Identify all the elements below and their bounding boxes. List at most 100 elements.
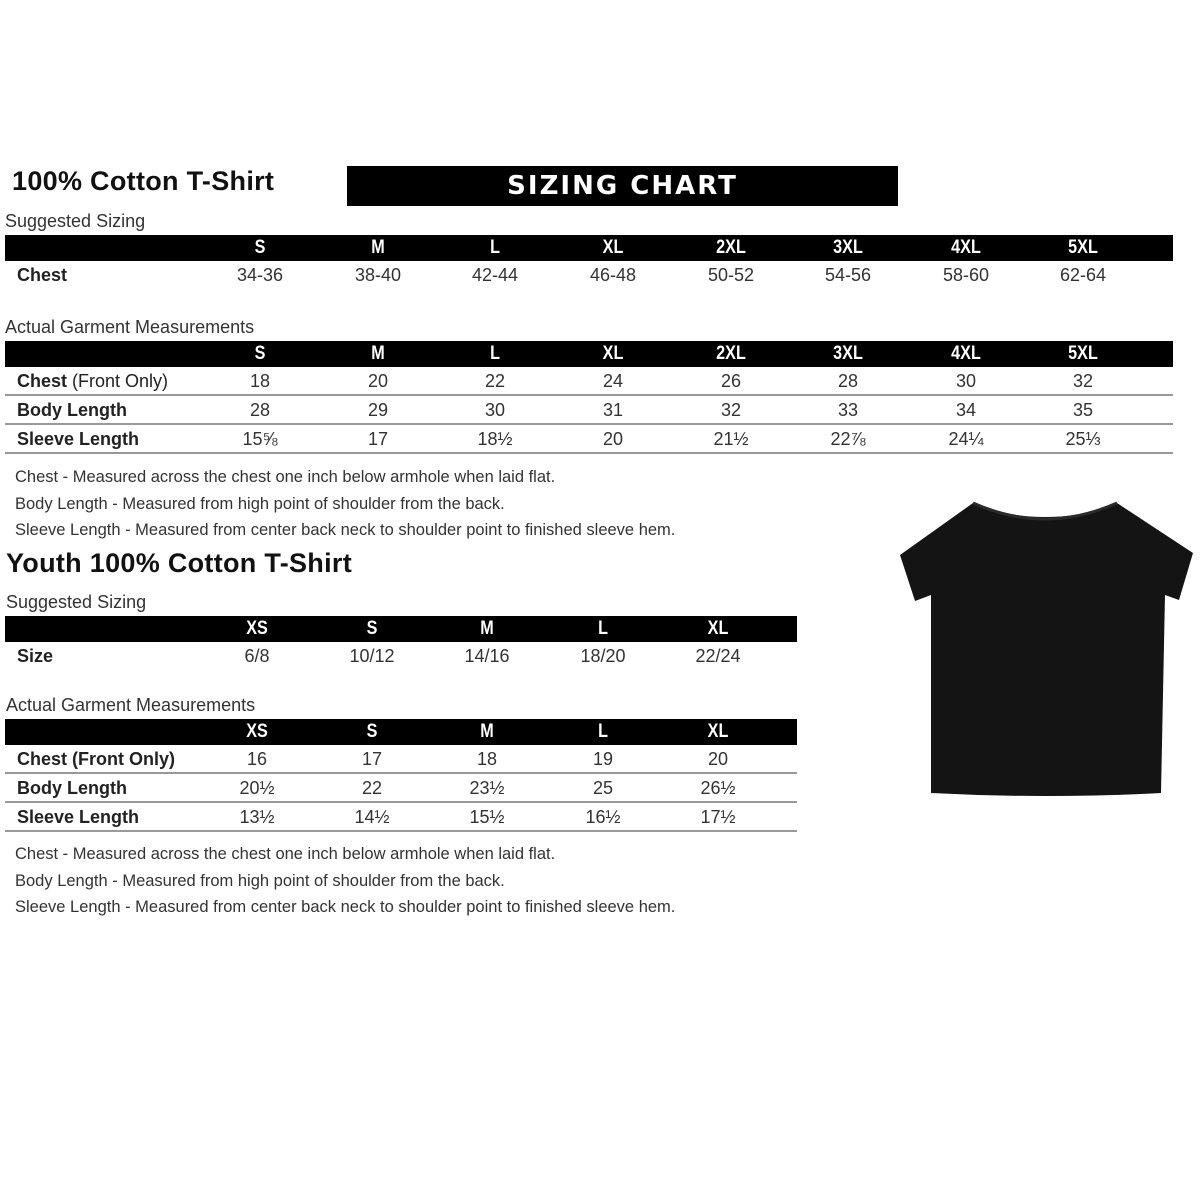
cell-value: 50-52: [707, 265, 755, 285]
size-header-5xl: 5XL: [1068, 237, 1098, 258]
note-chest: Chest - Measured across the chest one in…: [15, 845, 556, 863]
row-label: Chest (Front Only): [17, 367, 168, 395]
cell-value: 16½: [585, 807, 621, 827]
youth-title: Youth 100% Cotton T-Shirt: [6, 548, 352, 578]
cell-value: 33: [837, 400, 859, 420]
size-header-xl: XL: [602, 343, 624, 364]
size-header-m: M: [480, 721, 494, 742]
table-row: Chest (Front Only) 18 20 22 24 26 28 30 32: [5, 367, 1173, 396]
table-row: Body Length 20½ 22 23½ 25 26½: [5, 774, 797, 803]
cell-value: 14/16: [464, 646, 510, 666]
cell-value: 28: [249, 400, 271, 420]
cell-value: 30: [484, 400, 506, 420]
cell-value: 20½: [239, 778, 275, 798]
note-chest: Chest - Measured across the chest one in…: [15, 468, 556, 486]
cell-value: 24¼: [948, 429, 984, 449]
adult-title: 100% Cotton T-Shirt: [12, 166, 275, 196]
cell-value: 16: [246, 749, 268, 769]
youth-actual-table: XS S M L XL Chest (Front Only) 16 17 18 19 20 Body …: [5, 719, 797, 832]
size-header-m: M: [480, 618, 494, 639]
cell-value: 17½: [700, 807, 736, 827]
size-header-row: S M L XL 2XL 3XL 4XL 5XL: [5, 341, 1173, 367]
sizing-chart-banner: SIZING CHART: [347, 166, 898, 206]
size-header-3xl: 3XL: [833, 343, 863, 364]
cell-value: 28: [837, 371, 859, 391]
table-row: Chest (Front Only) 16 17 18 19 20: [5, 745, 797, 774]
cell-value: 30: [955, 371, 977, 391]
cell-value: 15⅝: [242, 429, 278, 449]
cell-value: 18½: [477, 429, 513, 449]
cell-value: 13½: [239, 807, 275, 827]
row-label: Sleeve Length: [17, 425, 139, 453]
row-label-text: Chest: [17, 265, 68, 285]
note-sleeve-length: Sleeve Length - Measured from center bac…: [15, 898, 676, 916]
cell-value: 38-40: [354, 265, 402, 285]
note-body-length: Body Length - Measured from high point o…: [15, 871, 505, 890]
cell-value: 20: [367, 371, 389, 391]
cell-value: 23½: [469, 778, 505, 798]
size-header-row: XS S M L XL: [5, 719, 797, 745]
note-sleeve-length: Sleeve Length - Measured from center bac…: [15, 521, 676, 539]
row-label-text: Size: [17, 646, 54, 666]
cell-value: 15½: [469, 807, 505, 827]
cell-value: 54-56: [824, 265, 872, 285]
cell-value: 24: [602, 371, 624, 391]
size-header-xl: XL: [707, 721, 729, 742]
youth-suggested-table: XS S M L XL Size 6/8 10/12 14/16 18/20 22/24: [5, 616, 797, 669]
size-header-2xl: 2XL: [716, 343, 746, 364]
cell-value: 10/12: [349, 646, 395, 666]
size-header-s: S: [366, 618, 378, 639]
cell-value: 32: [720, 400, 742, 420]
cell-value: 22: [484, 371, 506, 391]
tshirt-image: [900, 501, 1193, 796]
size-header-l: L: [598, 618, 608, 639]
cell-value: 22: [361, 778, 383, 798]
cell-value: 22/24: [695, 646, 741, 666]
cell-value: 18/20: [580, 646, 626, 666]
row-label: Size: [17, 642, 53, 670]
cell-value: 62-64: [1059, 265, 1107, 285]
cell-value: 21½: [713, 429, 749, 449]
cell-value: 17: [367, 429, 389, 449]
note-body-length: Body Length - Measured from high point o…: [15, 494, 505, 513]
table-row: Body Length 28 29 30 31 32 33 34 35: [5, 396, 1173, 425]
size-header-m: M: [371, 237, 385, 258]
row-label-text: Sleeve Length: [17, 807, 140, 827]
row-label-text: Chest: [17, 371, 68, 391]
row-label-text: Body Length: [17, 400, 127, 420]
adult-actual-label: Actual Garment Measurements: [5, 317, 255, 337]
cell-value: 58-60: [942, 265, 990, 285]
size-header-2xl: 2XL: [716, 237, 746, 258]
cell-value: 18: [249, 371, 271, 391]
size-header-xs: XS: [246, 721, 268, 742]
cell-value: 19: [592, 749, 614, 769]
row-label: Chest (Front Only): [17, 745, 175, 773]
adult-notes: Chest - Measured across the chest one in…: [15, 468, 675, 548]
cell-value: 18: [476, 749, 498, 769]
size-header-s: S: [254, 343, 266, 364]
row-label-suffix: (Front Only): [67, 371, 169, 391]
cell-value: 14½: [354, 807, 390, 827]
row-label: Body Length: [17, 396, 127, 424]
cell-value: 20: [707, 749, 729, 769]
tshirt-body: [900, 503, 1193, 796]
size-header-4xl: 4XL: [951, 237, 981, 258]
cell-value: 34: [955, 400, 977, 420]
size-header-row: XS S M L XL: [5, 616, 797, 642]
size-header-m: M: [371, 343, 385, 364]
youth-notes: Chest - Measured across the chest one in…: [15, 845, 675, 925]
adult-suggested-table: S M L XL 2XL 3XL 4XL 5XL Chest 34-36 38-40 42-44 46-…: [5, 235, 1173, 288]
row-label: Chest: [17, 261, 67, 289]
cell-value: 25⅓: [1065, 429, 1101, 449]
row-label-text: Sleeve Length: [17, 429, 140, 449]
cell-value: 31: [602, 400, 624, 420]
adult-suggested-label: Suggested Sizing: [5, 211, 146, 231]
cell-value: 6/8: [244, 646, 270, 666]
cell-value: 25: [592, 778, 614, 798]
table-row: Chest 34-36 38-40 42-44 46-48 50-52 54-56 58-60…: [5, 261, 1173, 288]
cell-value: 46-48: [589, 265, 637, 285]
size-header-l: L: [490, 343, 500, 364]
size-header-s: S: [366, 721, 378, 742]
cell-value: 22⅞: [830, 429, 866, 449]
size-header-4xl: 4XL: [951, 343, 981, 364]
